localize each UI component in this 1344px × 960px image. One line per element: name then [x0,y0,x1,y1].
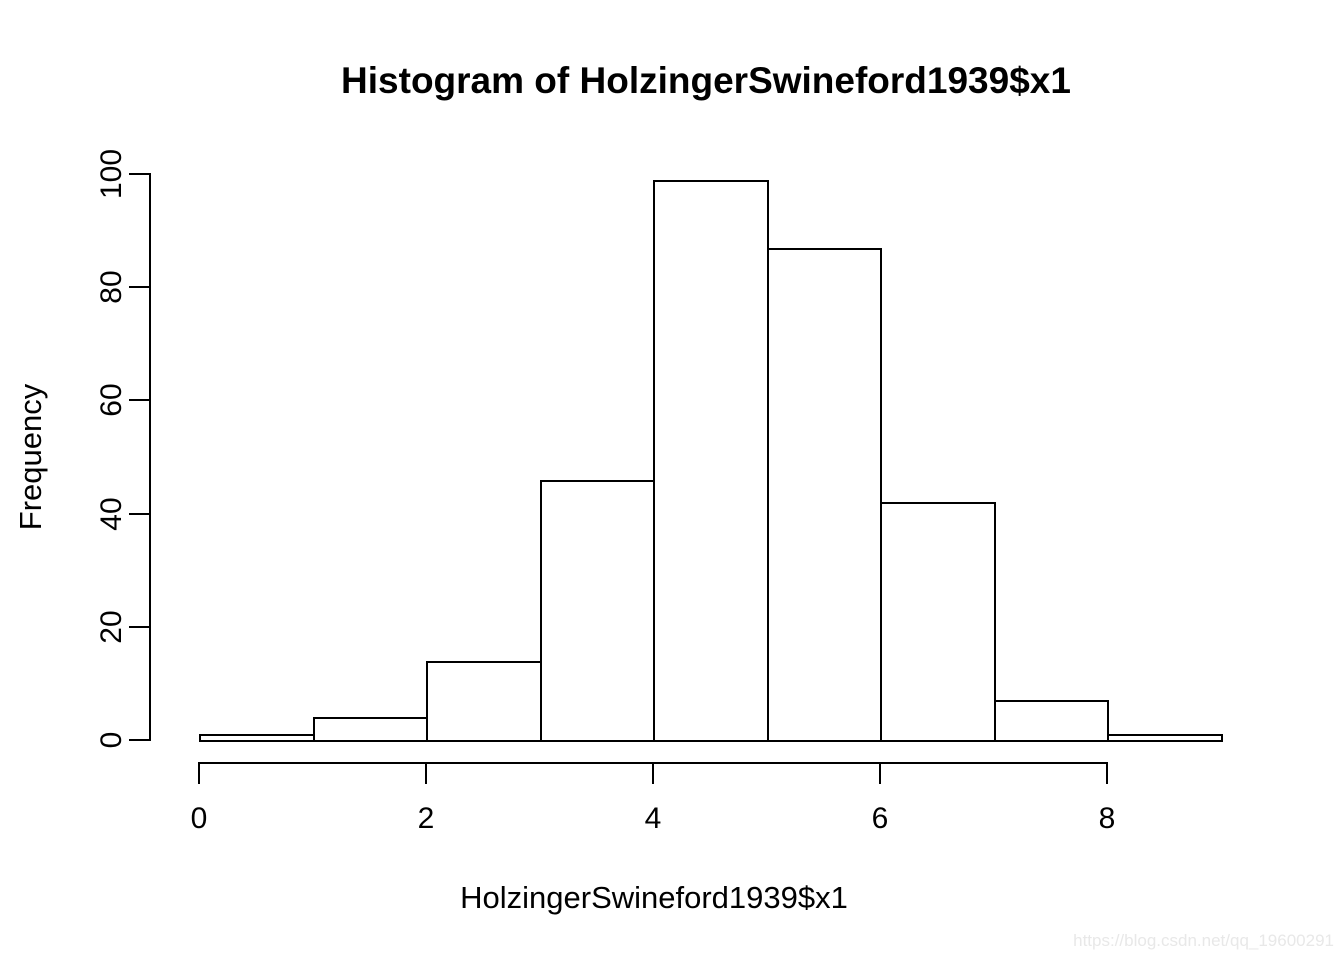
y-axis-line [149,173,151,741]
y-tick [129,626,149,628]
y-tick-label: 100 [95,148,128,200]
histogram-bar [880,502,996,742]
y-tick-label: 20 [95,610,128,644]
histogram-bar [199,734,315,742]
histogram-bar [426,661,542,742]
chart-title: Histogram of HolzingerSwineford1939$x1 [341,60,1071,101]
watermark-url: https://blog.csdn.net/qq_19600291 [1073,931,1334,950]
x-tick [652,764,654,784]
y-tick-label: 40 [95,497,128,531]
y-tick [129,173,149,175]
histogram-bar [540,480,655,742]
x-tick [198,764,200,784]
x-tick-label: 8 [1098,802,1116,835]
histogram-bar [994,700,1109,742]
histogram-bar [1107,734,1223,742]
histogram-bar [653,180,769,742]
x-tick [425,764,427,784]
x-tick [879,764,881,784]
y-tick [129,513,149,515]
y-tick [129,399,149,401]
y-tick [129,286,149,288]
x-axis-line [198,762,1108,764]
x-tick-label: 6 [871,802,889,835]
y-tick-label: 80 [95,270,128,304]
histogram-bar [767,248,882,742]
y-tick [129,739,149,741]
histogram-bar [313,717,428,742]
x-tick-label: 0 [190,802,208,835]
y-tick-label: 60 [95,383,128,417]
x-tick-label: 2 [417,802,435,835]
x-tick-label: 4 [644,802,662,835]
y-tick-label: 0 [95,731,128,749]
x-axis-label: HolzingerSwineford1939$x1 [460,880,848,915]
y-axis-label: Frequency [13,383,48,531]
x-tick [1106,764,1108,784]
